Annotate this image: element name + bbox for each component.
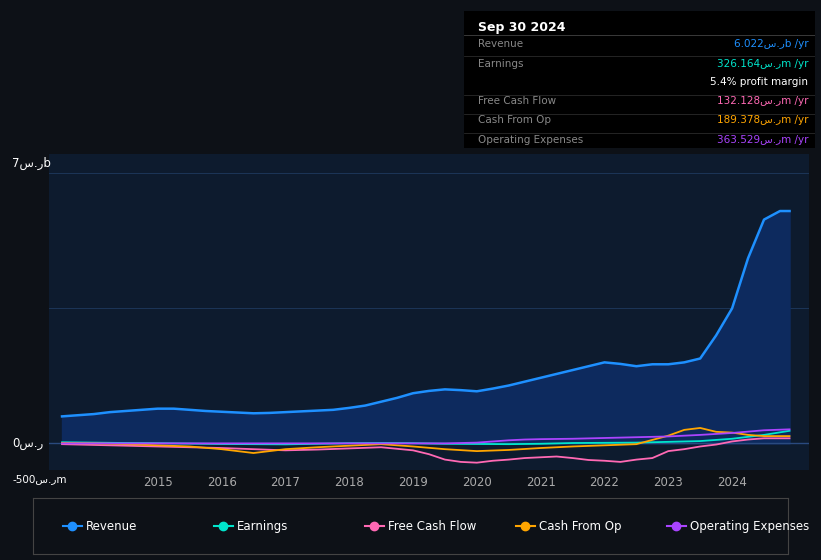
- Text: 0س.ر: 0س.ر: [12, 437, 44, 450]
- Text: Cash From Op: Cash From Op: [539, 520, 621, 533]
- Text: -500س.رm: -500س.رm: [12, 474, 67, 484]
- Text: Sep 30 2024: Sep 30 2024: [478, 21, 566, 34]
- Text: 189.378س.رm /yr: 189.378س.رm /yr: [717, 115, 808, 125]
- Text: Free Cash Flow: Free Cash Flow: [478, 96, 556, 106]
- Text: Revenue: Revenue: [478, 39, 523, 49]
- Text: 132.128س.رm /yr: 132.128س.رm /yr: [717, 96, 808, 106]
- Text: 363.529س.رm /yr: 363.529س.رm /yr: [717, 135, 808, 144]
- Text: 326.164س.رm /yr: 326.164س.رm /yr: [717, 59, 808, 69]
- Text: Cash From Op: Cash From Op: [478, 115, 551, 125]
- Text: 7س.رb: 7س.رb: [12, 157, 51, 170]
- Text: Operating Expenses: Operating Expenses: [690, 520, 810, 533]
- Text: 6.022س.رb /yr: 6.022س.رb /yr: [734, 39, 808, 49]
- Text: Operating Expenses: Operating Expenses: [478, 135, 583, 144]
- Text: Earnings: Earnings: [236, 520, 288, 533]
- Text: Revenue: Revenue: [85, 520, 137, 533]
- Text: Free Cash Flow: Free Cash Flow: [388, 520, 476, 533]
- Text: Earnings: Earnings: [478, 59, 524, 69]
- Text: 5.4% profit margin: 5.4% profit margin: [710, 77, 808, 87]
